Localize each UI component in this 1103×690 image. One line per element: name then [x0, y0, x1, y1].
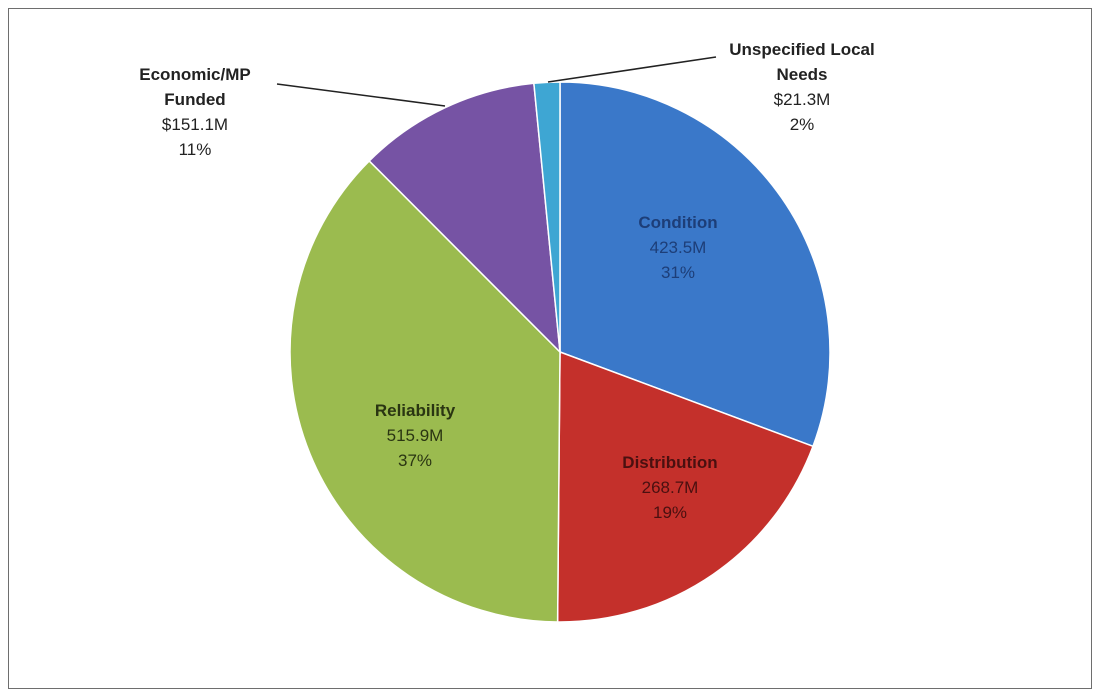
slice-percent-unspecified-local-needs: 2%	[790, 115, 815, 134]
pie-slice-distribution	[556, 350, 814, 623]
slice-label-unspecified-local-needs: Unspecified Local Needs $21.3M 2%	[729, 40, 874, 134]
slice-name-condition: Condition	[638, 213, 717, 232]
leader-line-economic-mp-funded	[276, 83, 446, 107]
slice-name-reliability: Reliability	[375, 401, 456, 420]
slice-percent-economic-mp-funded: 11%	[179, 140, 212, 159]
slice-name-distribution: Distribution	[622, 453, 717, 472]
slice-labels: Condition 423.5M 31% Distribution 268.7M 19% R…	[139, 40, 874, 522]
slice-name-unspecified-local-needs-line-1: Unspecified Local	[729, 40, 874, 59]
pie-slice-condition	[559, 81, 831, 448]
leader-lines	[276, 56, 717, 107]
slice-value-economic-mp-funded: $151.1M	[162, 115, 228, 134]
pie-slice-unspecified-local-needs	[533, 81, 561, 353]
pie-slices	[289, 81, 831, 623]
slice-name-economic-mp-funded-line-2: Funded	[164, 90, 225, 109]
slice-name-economic-mp-funded-line-1: Economic/MP	[139, 65, 250, 84]
slice-percent-reliability: 37%	[398, 451, 432, 470]
slice-value-condition: 423.5M	[650, 238, 707, 257]
pie-slice-economic-mp-funded	[368, 82, 561, 355]
slice-label-condition: Condition 423.5M 31%	[638, 213, 717, 282]
slice-percent-condition: 31%	[661, 263, 695, 282]
slice-percent-distribution: 19%	[653, 503, 687, 522]
slice-label-distribution: Distribution 268.7M 19%	[622, 453, 717, 522]
leader-line-unspecified-local-needs	[547, 56, 717, 83]
slice-value-unspecified-local-needs: $21.3M	[774, 90, 831, 109]
slice-name-unspecified-local-needs-line-2: Needs	[776, 65, 827, 84]
slice-value-distribution: 268.7M	[642, 478, 699, 497]
slice-value-reliability: 515.9M	[387, 426, 444, 445]
pie-slice-reliability	[289, 159, 561, 623]
slice-label-reliability: Reliability 515.9M 37%	[375, 401, 456, 470]
slice-label-economic-mp-funded: Economic/MP Funded $151.1M 11%	[139, 65, 250, 159]
